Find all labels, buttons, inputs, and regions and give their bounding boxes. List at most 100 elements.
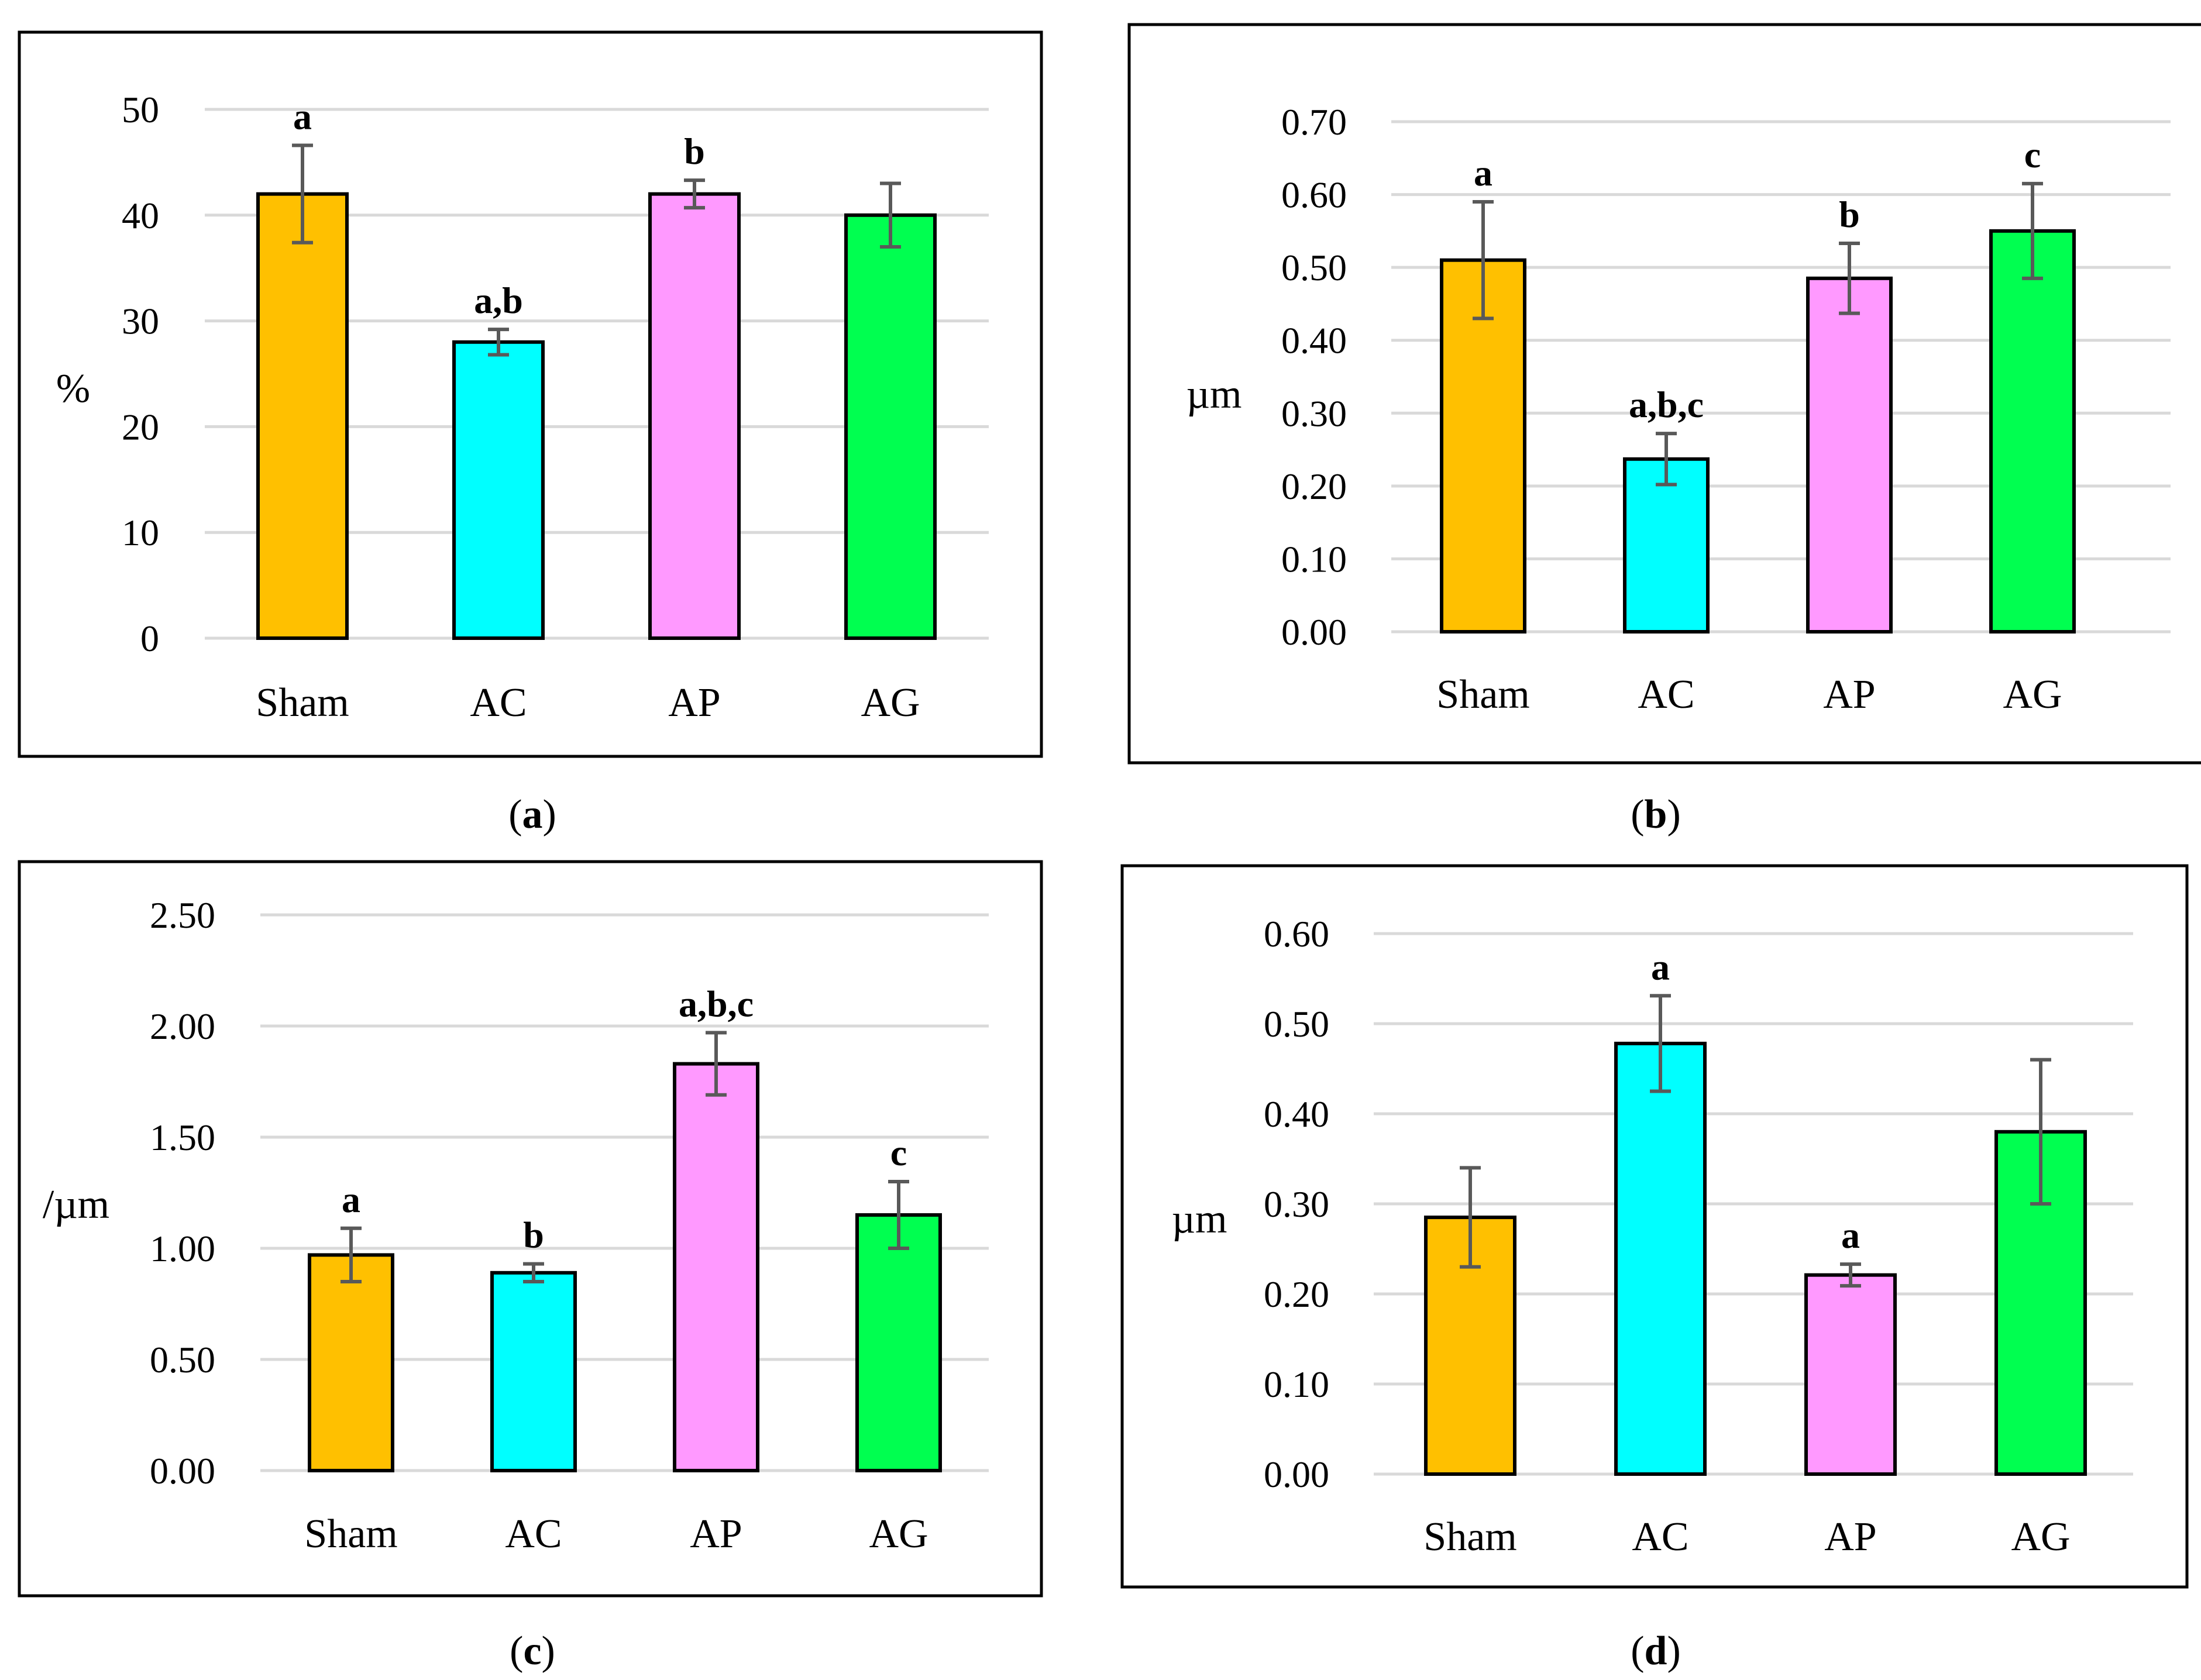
y-tick-label: 30 [122,301,159,342]
significance-label-ap: a,b,c [679,983,754,1024]
y-tick-label: 1.00 [150,1228,215,1269]
y-tick-label: 1.50 [150,1117,215,1158]
x-tick-label-sham: Sham [304,1512,397,1557]
y-tick-label: 0.10 [1264,1364,1329,1405]
significance-label-ap: a [1841,1214,1860,1256]
significance-label-ag: c [2024,134,2041,175]
bar-sham [256,192,349,640]
y-tick-label: 0 [140,618,159,659]
significance-label-ac: a,b [474,280,523,321]
error-bar-ag [880,181,901,249]
chart-panel-b: 0.00 0.10 0.20 0.30 0.40 0.50 0.60 0.70 µm a Sham a… [1127,23,2201,837]
x-tick-label-ac: AC [505,1512,562,1557]
y-tick-label: 0.50 [1264,1003,1329,1045]
significance-label-ac: a [1651,946,1670,987]
x-tick-label-ag: AG [2011,1514,2070,1559]
x-tick-label-ag: AG [869,1512,928,1557]
x-tick-label-ag: AG [2003,672,2062,717]
y-axis-label: µm [1172,1197,1227,1242]
chart-panel-d: 0.00 0.10 0.20 0.30 0.40 0.50 0.60 µm Sham a AC a AP… [1120,864,2189,1674]
x-tick-label-ac: AC [470,680,527,725]
y-tick-label: 0.00 [150,1450,215,1492]
bar-ap [648,192,741,640]
y-axis-label: /µm [43,1182,109,1227]
error-bar-ac [1656,432,1677,487]
bar-ag [855,1213,942,1472]
caption-close-paren: ) [543,792,556,837]
y-tick-label: 0.40 [1264,1093,1329,1135]
caption-open-paren: ( [1631,792,1644,837]
x-tick-label-ap: AP [1824,1514,1876,1559]
x-tick-label-ac: AC [1638,672,1694,717]
error-bar-ag [2022,181,2043,280]
error-bar-sham [1460,1166,1481,1269]
error-bar-sham [341,1226,362,1283]
error-bar-sham [1473,200,1494,321]
significance-label-ag: c [890,1132,907,1173]
bar-sham [1440,258,1526,634]
bar-ag [844,213,937,640]
error-bar-ac [488,328,509,357]
bar-ag [1989,229,2076,634]
caption-letter: d [1645,1629,1667,1674]
panel-caption-c: (c) [510,1629,555,1674]
y-tick-label: 0.00 [1281,611,1347,653]
error-bar-ap [1840,1262,1861,1288]
error-bar-ap [706,1031,727,1097]
y-tick-label: 2.00 [150,1006,215,1047]
y-axis-label: % [56,366,90,411]
x-tick-label-ap: AP [668,680,720,725]
caption-letter: b [1645,792,1667,837]
y-tick-label: 0.20 [1281,466,1347,507]
y-tick-label: 10 [122,512,159,553]
significance-label-sham: a [1474,152,1492,194]
y-tick-label: 40 [122,195,159,236]
error-bar-sham [292,143,313,245]
significance-label-ap: b [1839,194,1860,235]
significance-label-ac: b [523,1214,544,1256]
x-tick-label-ac: AC [1632,1514,1688,1559]
y-tick-label: 50 [122,89,159,130]
panel-caption-b: (b) [1631,792,1681,837]
x-tick-label-ap: AP [690,1512,742,1557]
y-tick-label: 0.60 [1264,913,1329,955]
caption-open-paren: ( [1631,1629,1644,1674]
y-tick-label: 0.10 [1281,538,1347,580]
x-tick-label-sham: Sham [1436,672,1529,717]
bar-ac [1614,1041,1707,1476]
caption-close-paren: ) [1667,1629,1680,1674]
y-tick-label: 0.70 [1281,101,1347,143]
y-tick-label: 0.40 [1281,320,1347,362]
error-bar-ac [1650,994,1671,1093]
significance-label-sham: a [342,1179,360,1220]
caption-letter: a [522,792,543,837]
x-tick-label-ap: AP [1823,672,1875,717]
bar-ac [490,1271,577,1473]
caption-letter: c [523,1629,541,1674]
significance-label-sham: a [293,95,312,137]
bar-ap [1804,1273,1897,1476]
significance-label-ac: a,b,c [1629,384,1704,425]
x-tick-label-ag: AG [861,680,920,725]
error-bar-ap [684,178,705,210]
chart-panel-c: 0.00 0.50 1.00 1.50 2.00 2.50/µm a Sham b AC a,b,c… [18,860,1043,1674]
caption-open-paren: ( [508,792,522,837]
y-tick-label: 0.20 [1264,1273,1329,1315]
y-tick-label: 0.00 [1264,1454,1329,1495]
y-tick-label: 0.30 [1281,393,1347,434]
error-bar-ag [888,1180,909,1250]
bar-sham [308,1253,394,1472]
y-tick-label: 2.50 [150,894,215,936]
bar-ac [1623,457,1710,634]
bar-ac [452,340,545,640]
y-tick-label: 0.50 [150,1339,215,1381]
bar-ap [1806,276,1893,634]
y-axis-label: µm [1187,372,1242,417]
x-tick-label-sham: Sham [256,680,349,725]
caption-open-paren: ( [510,1629,523,1674]
error-bar-ag [2030,1058,2051,1206]
y-tick-label: 0.60 [1281,174,1347,216]
caption-close-paren: ) [1667,792,1680,837]
